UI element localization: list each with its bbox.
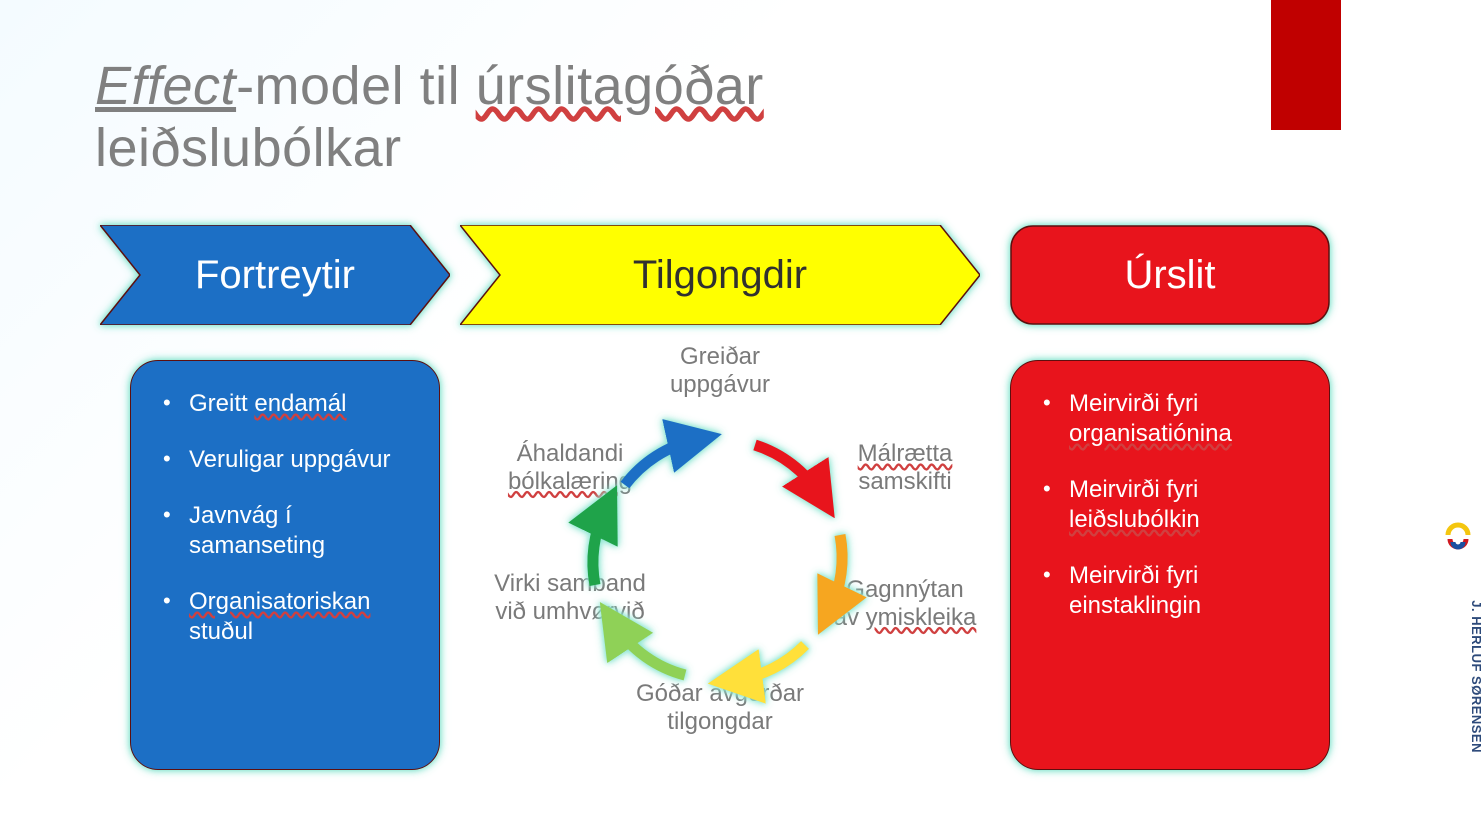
list-item: Meirvirði fyri leiðslubólkin (1039, 475, 1307, 535)
arrow-label: Fortreytir (195, 253, 355, 298)
title-italic: Effect (95, 56, 236, 116)
list-item: Veruligar uppgávur (159, 445, 417, 475)
list-item: Meirvirði fyri einstaklingin (1039, 561, 1307, 621)
brand-text: J. HERLUF SØRENSEN (1469, 600, 1481, 753)
arrow-label: Tilgongdir (633, 253, 807, 298)
arrow-label: Úrslit (1124, 253, 1215, 298)
list-item: Javnvág í samanseting (159, 501, 417, 561)
list-item: Organisatoriskan stuðul (159, 587, 417, 647)
page-title: Effect-model til úrslitagóðar leiðsluból… (95, 55, 764, 179)
list-item: Greitt endamál (159, 389, 417, 419)
box-urslit: Meirvirði fyri organisatiónina Meirvirði… (1010, 360, 1330, 770)
accent-tab (1271, 0, 1341, 130)
arrow-urslit: Úrslit (1010, 225, 1330, 325)
cycle-arrows (470, 360, 970, 760)
box-fortreytir: Greitt endamál Veruligar uppgávur Javnvá… (130, 360, 440, 770)
list-item: Meirvirði fyri organisatiónina (1039, 389, 1307, 449)
brand-logo-icon (1443, 520, 1473, 550)
list-urslit: Meirvirði fyri organisatiónina Meirvirði… (1039, 389, 1307, 621)
slide: Effect-model til úrslitagóðar leiðsluból… (0, 0, 1481, 833)
arrow-fortreytir: Fortreytir (100, 225, 450, 325)
list-fortreytir: Greitt endamál Veruligar uppgávur Javnvá… (159, 389, 417, 647)
arrow-tilgongdir: Tilgongdir (460, 225, 980, 325)
